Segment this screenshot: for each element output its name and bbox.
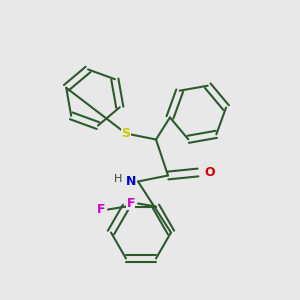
Text: S: S bbox=[122, 127, 130, 140]
Text: H: H bbox=[114, 173, 123, 184]
Text: F: F bbox=[127, 197, 135, 210]
Text: O: O bbox=[204, 166, 214, 179]
Text: F: F bbox=[97, 203, 105, 216]
Text: N: N bbox=[126, 175, 136, 188]
